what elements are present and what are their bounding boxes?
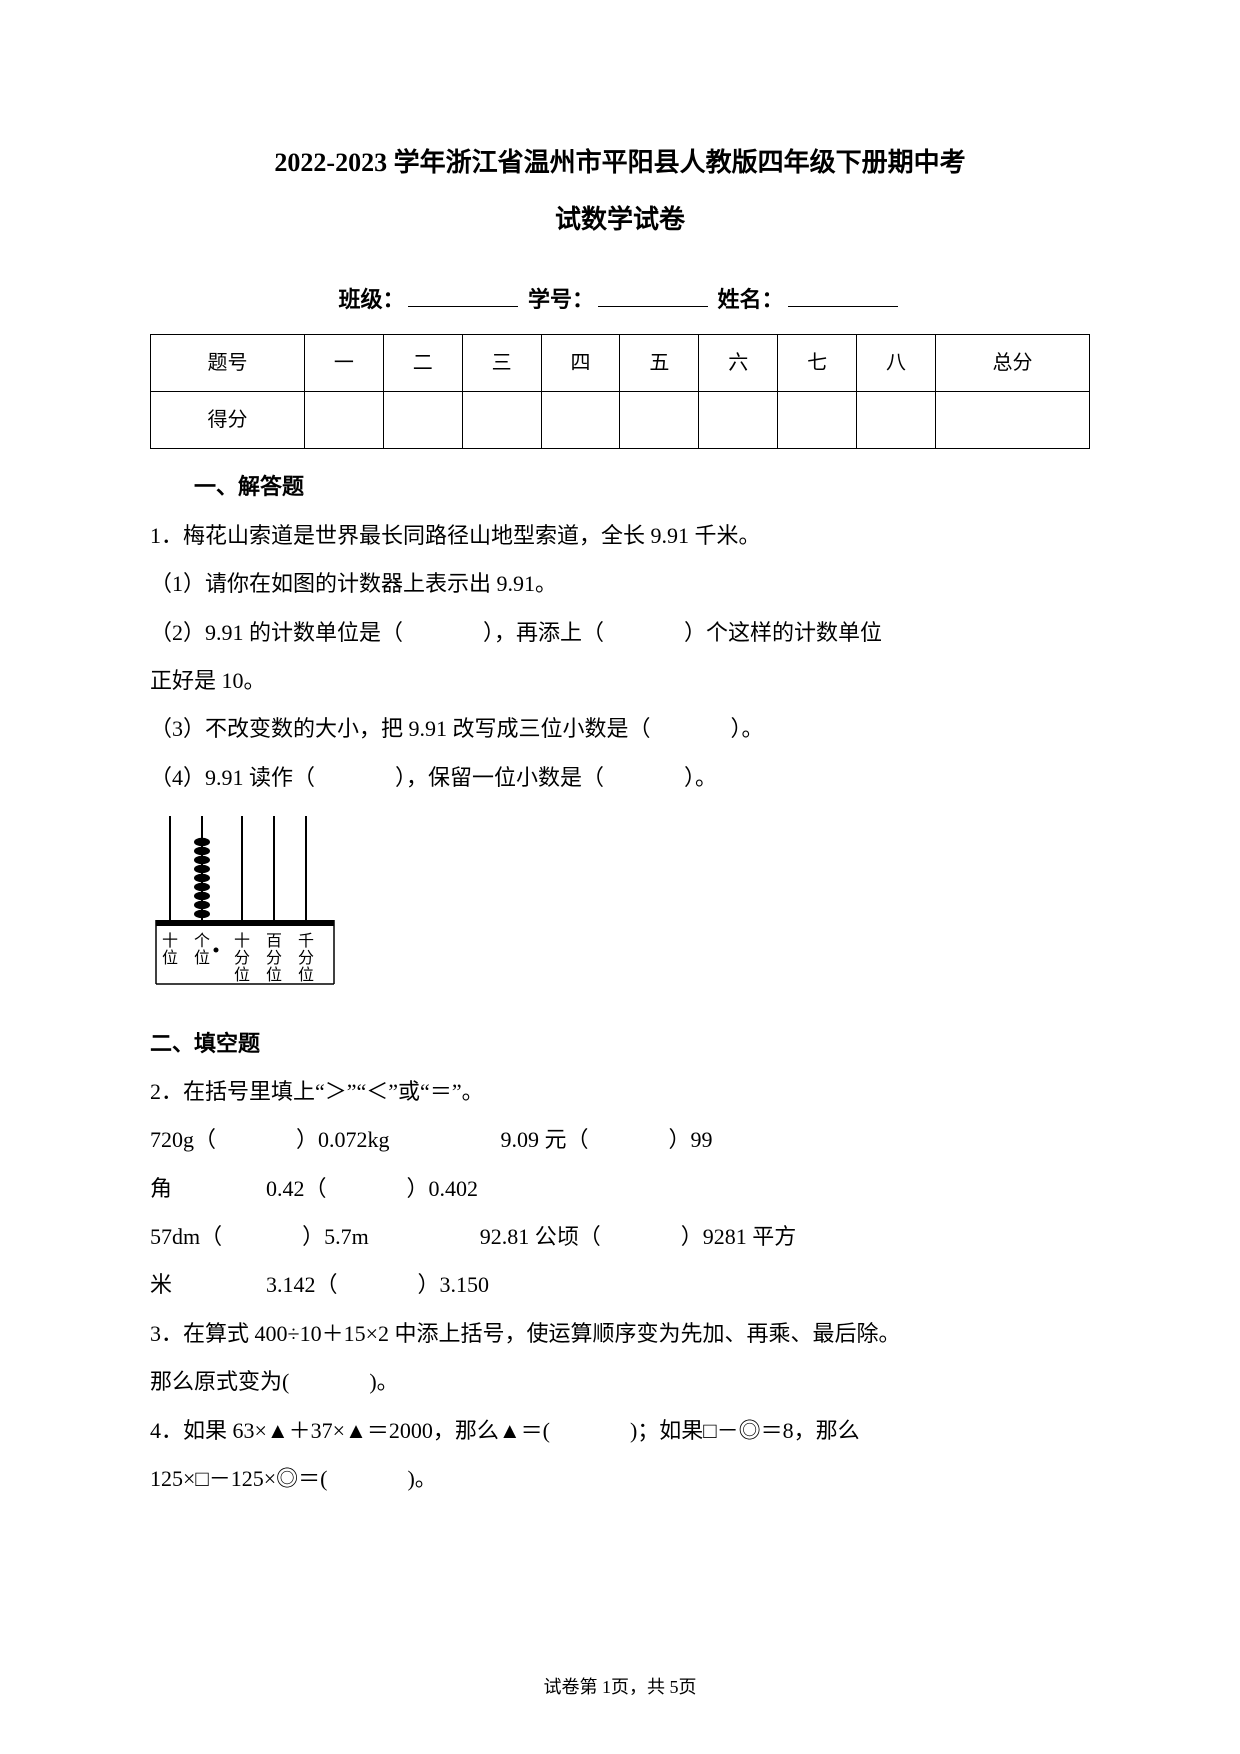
text: 4．如果 63×▲＋37×▲＝2000，那么▲＝( <box>150 1418 550 1443</box>
doc-subtitle: 试数学试卷 <box>150 191 1090 248</box>
text: )；如果□－◎＝8，那么 <box>630 1418 860 1443</box>
q2-row2: 角 0.42（ ）0.402 <box>150 1165 1090 1213</box>
section-2-heading: 二、填空题 <box>150 1020 1090 1068</box>
svg-text:个位: 个位 <box>194 932 210 967</box>
svg-text:千分位: 千分位 <box>298 932 314 984</box>
q2-row1: 720g（ ）0.072kg 9.09 元（ ）99 <box>150 1116 1090 1164</box>
text: 9.09 元（ <box>501 1127 589 1152</box>
score-cell[interactable] <box>383 392 462 449</box>
q1-2: （2）9.91 的计数单位是（ ），再添上（ ）个这样的计数单位 <box>150 609 1090 657</box>
name-label: 姓名： <box>718 287 784 312</box>
q2-row4: 米 3.142（ ）3.150 <box>150 1261 1090 1309</box>
number-blank[interactable] <box>598 282 708 307</box>
text: ）99 <box>669 1127 713 1152</box>
svg-text:十位: 十位 <box>162 932 178 967</box>
q3-line1: 3．在算式 400÷10＋15×2 中添上括号，使运算顺序变为先加、再乘、最后除… <box>150 1310 1090 1358</box>
text: （2）9.91 的计数单位是（ <box>150 620 403 645</box>
score-table: 题号 一 二 三 四 五 六 七 八 总分 得分 <box>150 334 1090 449</box>
doc-title: 2022-2023 学年浙江省温州市平阳县人教版四年级下册期中考 <box>150 140 1090 187</box>
class-blank[interactable] <box>408 282 518 307</box>
score-header: 八 <box>857 335 936 392</box>
score-header: 总分 <box>935 335 1089 392</box>
text: )。 <box>369 1369 398 1394</box>
score-cell[interactable] <box>620 392 699 449</box>
score-header: 五 <box>620 335 699 392</box>
score-header: 二 <box>383 335 462 392</box>
text: 92.81 公顷（ <box>480 1224 601 1249</box>
text: )。 <box>407 1466 436 1491</box>
text: 角 <box>150 1165 195 1213</box>
page-footer: 试卷第 1页，共 5页 <box>0 1673 1240 1699</box>
text: ）。 <box>731 716 764 741</box>
name-blank[interactable] <box>788 282 898 307</box>
text: 米 <box>150 1261 195 1309</box>
text: ）。 <box>684 765 717 790</box>
svg-text:百分位: 百分位 <box>266 933 282 984</box>
score-cell[interactable] <box>935 392 1089 449</box>
text: ）0.402 <box>407 1176 479 1201</box>
q3-line2: 那么原式变为( )。 <box>150 1358 1090 1406</box>
header-fields: 班级： 学号： 姓名： <box>150 276 1090 324</box>
table-row: 得分 <box>151 392 1090 449</box>
text: ）个这样的计数单位 <box>684 620 882 645</box>
text: ）3.150 <box>418 1272 490 1297</box>
text: （3）不改变数的大小，把 9.91 改写成三位小数是（ <box>150 716 651 741</box>
text: ），保留一位小数是（ <box>395 765 604 790</box>
text: ）5.7m <box>302 1224 369 1249</box>
text: 那么原式变为( <box>150 1369 289 1394</box>
text: ）0.072kg <box>296 1127 390 1152</box>
score-cell[interactable] <box>304 392 383 449</box>
score-cell[interactable] <box>462 392 541 449</box>
text: 125×□－125×◎＝( <box>150 1466 327 1491</box>
table-row: 题号 一 二 三 四 五 六 七 八 总分 <box>151 335 1090 392</box>
q4-line2: 125×□－125×◎＝( )。 <box>150 1455 1090 1503</box>
counter-diagram: 十位个位 十分位百分位千分位 <box>150 810 1090 1007</box>
score-row-label: 得分 <box>151 392 305 449</box>
q1-3: （3）不改变数的大小，把 9.91 改写成三位小数是（ ）。 <box>150 705 1090 753</box>
text: ），再添上（ <box>483 620 604 645</box>
score-header: 六 <box>699 335 778 392</box>
score-header: 三 <box>462 335 541 392</box>
score-cell[interactable] <box>699 392 778 449</box>
svg-text:十分位: 十分位 <box>234 932 250 984</box>
counter-svg: 十位个位 十分位百分位千分位 <box>150 810 340 990</box>
text: 57dm（ <box>150 1224 222 1249</box>
text: 3.142（ <box>266 1272 338 1297</box>
score-header: 一 <box>304 335 383 392</box>
class-label: 班级： <box>338 287 404 312</box>
page-content: 2022-2023 学年浙江省温州市平阳县人教版四年级下册期中考 试数学试卷 班… <box>0 0 1240 1563</box>
q2-row3: 57dm（ ）5.7m 92.81 公顷（ ）9281 平方 <box>150 1213 1090 1261</box>
section-1-heading: 一、解答题 <box>150 463 1090 511</box>
number-label: 学号： <box>528 287 594 312</box>
text: ）9281 平方 <box>681 1224 797 1249</box>
text: 0.42（ <box>266 1176 327 1201</box>
q1-2-cont: 正好是 10。 <box>150 657 1090 705</box>
text: （4）9.91 读作（ <box>150 765 315 790</box>
score-header: 题号 <box>151 335 305 392</box>
score-header: 七 <box>778 335 857 392</box>
score-cell[interactable] <box>778 392 857 449</box>
text: 720g（ <box>150 1127 216 1152</box>
q1-stem: 1．梅花山索道是世界最长同路径山地型索道，全长 9.91 千米。 <box>150 512 1090 560</box>
q1-1: （1）请你在如图的计数器上表示出 9.91。 <box>150 560 1090 608</box>
score-cell[interactable] <box>541 392 620 449</box>
q4-line1: 4．如果 63×▲＋37×▲＝2000，那么▲＝( )；如果□－◎＝8，那么 <box>150 1407 1090 1455</box>
q2-stem: 2．在括号里填上“＞”“＜”或“＝”。 <box>150 1068 1090 1116</box>
q1-4: （4）9.91 读作（ ），保留一位小数是（ ）。 <box>150 754 1090 802</box>
score-header: 四 <box>541 335 620 392</box>
score-cell[interactable] <box>857 392 936 449</box>
